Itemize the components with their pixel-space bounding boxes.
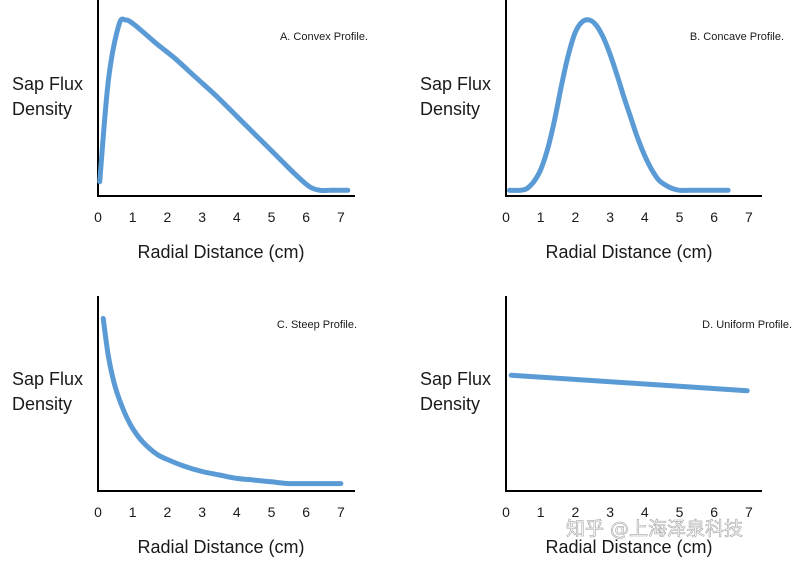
x-tick-label-4: 4 (641, 504, 649, 520)
x-tick-label-5: 5 (268, 504, 276, 520)
chart-title: D. Uniform Profile. (702, 319, 792, 331)
x-tick-label-6: 6 (710, 209, 718, 225)
chart-panel-4: D. Uniform Profile. Sap Flux Density Radial… (420, 296, 792, 557)
x-axis-label: Radial Distance (cm) (545, 537, 712, 557)
axis-lines (97, 0, 355, 197)
x-axis-label: Radial Distance (cm) (137, 242, 304, 262)
x-tick-label-0: 0 (94, 504, 102, 520)
x-tick-label-6: 6 (302, 209, 310, 225)
chart-title: C. Steep Profile. (277, 319, 357, 331)
x-tick-label-2: 2 (164, 209, 172, 225)
x-tick-label-1: 1 (537, 209, 545, 225)
x-tick-label-4: 4 (233, 209, 241, 225)
series-line-1 (100, 315, 344, 487)
x-tick-label-2: 2 (572, 504, 580, 520)
series-line-1 (507, 17, 731, 193)
axis-lines (505, 296, 762, 492)
y-axis-label-line-1: Sap Flux (420, 74, 491, 94)
x-tick-label-7: 7 (745, 209, 753, 225)
x-tick-label-0: 0 (502, 504, 510, 520)
x-tick-label-3: 3 (198, 209, 206, 225)
chart-panel-2: B. Concave Profile. Sap Flux Density Radial… (420, 0, 784, 262)
x-tick-label-0: 0 (94, 209, 102, 225)
x-tick-label-4: 4 (233, 504, 241, 520)
x-tick-label-5: 5 (676, 209, 684, 225)
x-tick-label-7: 7 (337, 209, 345, 225)
x-tick-label-5: 5 (676, 504, 684, 520)
x-tick-label-7: 7 (745, 504, 753, 520)
x-tick-label-3: 3 (606, 504, 614, 520)
y-axis-label-line-2: Density (420, 99, 480, 119)
series-line-1 (508, 372, 750, 394)
y-axis-label-line-2: Density (12, 394, 72, 414)
y-axis-label-line-2: Density (12, 99, 72, 119)
x-tick-label-1: 1 (129, 209, 137, 225)
x-tick-label-6: 6 (302, 504, 310, 520)
axis-lines (97, 296, 355, 492)
watermark-text: 知乎 @上海泽泉科技 (566, 518, 743, 540)
chart-panel-1: A. Convex Profile. Sap Flux Density Radial … (12, 0, 368, 262)
x-tick-label-6: 6 (710, 504, 718, 520)
x-tick-label-5: 5 (268, 209, 276, 225)
series-line-1 (97, 16, 351, 194)
axis-lines (505, 0, 762, 197)
x-tick-label-7: 7 (337, 504, 345, 520)
y-axis-label-line-2: Density (420, 394, 480, 414)
x-axis-label: Radial Distance (cm) (545, 242, 712, 262)
y-axis-label-line-1: Sap Flux (12, 369, 83, 389)
x-axis-label: Radial Distance (cm) (137, 537, 304, 557)
x-tick-label-0: 0 (502, 209, 510, 225)
x-tick-label-2: 2 (164, 504, 172, 520)
x-tick-label-2: 2 (572, 209, 580, 225)
x-tick-label-3: 3 (198, 504, 206, 520)
y-axis-label-line-1: Sap Flux (12, 74, 83, 94)
x-tick-label-1: 1 (537, 504, 545, 520)
chart-panel-3: C. Steep Profile. Sap Flux Density Radial D… (12, 296, 357, 557)
chart-title: A. Convex Profile. (280, 31, 368, 43)
x-tick-label-4: 4 (641, 209, 649, 225)
y-axis-label-line-1: Sap Flux (420, 369, 491, 389)
chart-title: B. Concave Profile. (690, 31, 784, 43)
x-tick-label-3: 3 (606, 209, 614, 225)
x-tick-label-1: 1 (129, 504, 137, 520)
